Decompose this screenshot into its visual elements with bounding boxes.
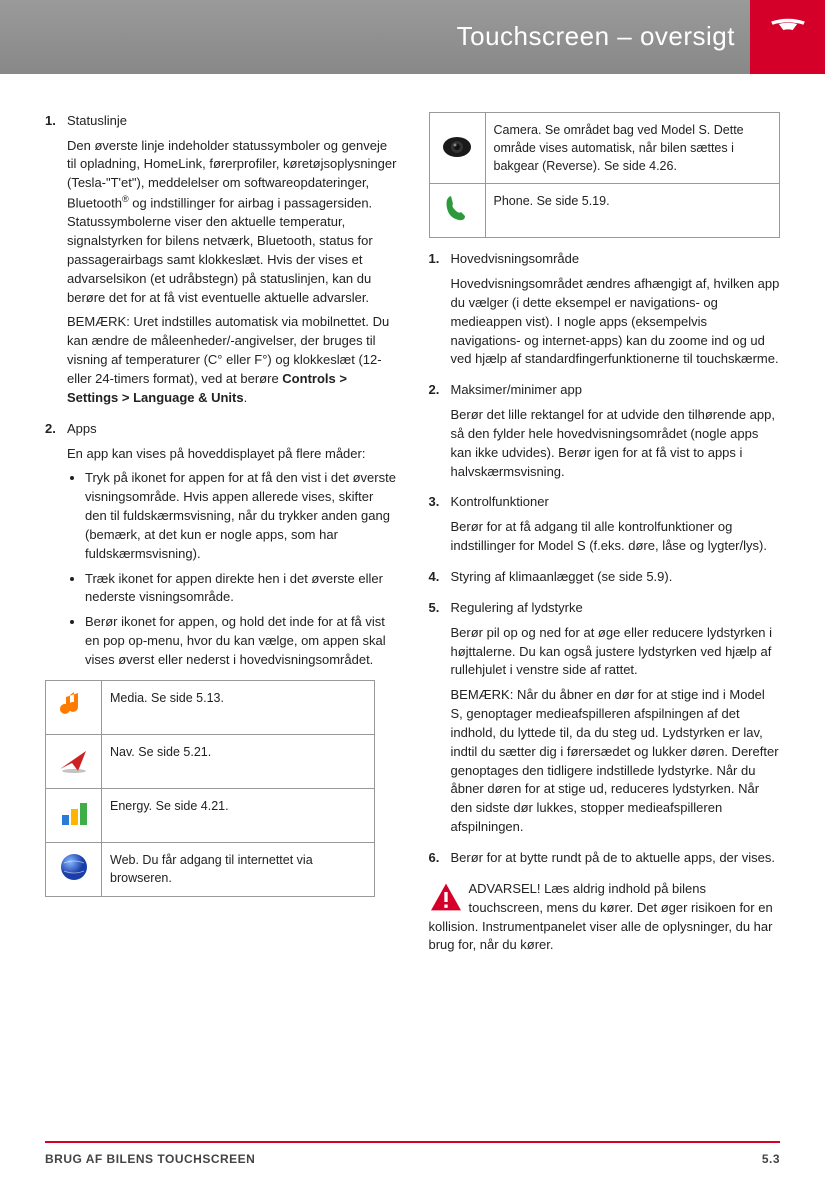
left-column: Statuslinje Den øverste linje indeholder… bbox=[45, 112, 397, 956]
web-icon bbox=[56, 849, 92, 885]
apps-table-left: Media. Se side 5.13. Nav. Se side 5.21. bbox=[45, 680, 375, 898]
item-5: Kontrolfunktioner Berør for at få adgang… bbox=[429, 493, 781, 556]
media-icon bbox=[56, 687, 92, 723]
web-text: Web. Du får adgang til internettet via b… bbox=[102, 843, 375, 897]
item-1-title: Statuslinje bbox=[67, 113, 127, 128]
item-7-note: BEMÆRK: Når du åbner en dør for at stige… bbox=[451, 686, 781, 837]
item-3-para: Hovedvisningsområdet ændres afhængigt af… bbox=[451, 275, 781, 369]
item-7-para: Berør pil op og ned for at øge eller red… bbox=[451, 624, 781, 681]
bullet-3: Berør ikonet for appen, og hold det inde… bbox=[85, 613, 397, 670]
phone-icon-cell bbox=[429, 184, 485, 238]
item-4: Maksimer/minimer app Berør det lille rek… bbox=[429, 381, 781, 481]
footer-section: BRUG AF BILENS TOUCHSCREEN bbox=[45, 1151, 255, 1168]
warning-icon bbox=[429, 882, 463, 912]
page-header: Touchscreen – oversigt bbox=[0, 0, 825, 74]
table-row: Nav. Se side 5.21. bbox=[46, 734, 375, 788]
table-row: Camera. Se området bag ved Model S. Dett… bbox=[429, 112, 780, 183]
item-1-note: BEMÆRK: Uret indstilles automatisk via m… bbox=[67, 313, 397, 407]
media-icon-cell bbox=[46, 680, 102, 734]
item-1-statuslinje: Statuslinje Den øverste linje indeholder… bbox=[45, 112, 397, 408]
item-4-para: Berør det lille rektangel for at udvide … bbox=[451, 406, 781, 481]
apps-table-right: Camera. Se området bag ved Model S. Dett… bbox=[429, 112, 781, 239]
table-row: Media. Se side 5.13. bbox=[46, 680, 375, 734]
nav-icon-cell bbox=[46, 734, 102, 788]
energy-text: Energy. Se side 4.21. bbox=[102, 789, 375, 843]
item-3-title: Hovedvisningsområde bbox=[451, 251, 580, 266]
page-content: Statuslinje Den øverste linje indeholder… bbox=[0, 74, 825, 956]
page-footer: BRUG AF BILENS TOUCHSCREEN 5.3 bbox=[45, 1151, 780, 1168]
registered-mark: ® bbox=[122, 194, 129, 204]
camera-icon bbox=[437, 125, 477, 165]
item-7: Regulering af lydstyrke Berør pil op og … bbox=[429, 599, 781, 837]
item-5-para: Berør for at få adgang til alle kontrolf… bbox=[451, 518, 781, 556]
item-4-title: Maksimer/minimer app bbox=[451, 382, 582, 397]
web-icon-cell bbox=[46, 843, 102, 897]
phone-icon bbox=[439, 190, 475, 226]
item-2-bullets: Tryk på ikonet for appen for at få den v… bbox=[85, 469, 397, 669]
warning-text: ADVARSEL! Læs aldrig indhold på bilens t… bbox=[429, 881, 773, 953]
warning-block: ADVARSEL! Læs aldrig indhold på bilens t… bbox=[429, 880, 781, 955]
header-title: Touchscreen – oversigt bbox=[457, 21, 735, 51]
item-8: Berør for at bytte rundt på de to aktuel… bbox=[429, 849, 781, 868]
item-3: Hovedvisningsområde Hovedvisningsområdet… bbox=[429, 250, 781, 369]
table-row: Phone. Se side 5.19. bbox=[429, 184, 780, 238]
nav-text: Nav. Se side 5.21. bbox=[102, 734, 375, 788]
energy-icon bbox=[56, 795, 92, 831]
bullet-2: Træk ikonet for appen direkte hen i det … bbox=[85, 570, 397, 608]
tesla-logo bbox=[750, 0, 825, 74]
item-5-title: Kontrolfunktioner bbox=[451, 494, 549, 509]
bullet-1: Tryk på ikonet for appen for at få den v… bbox=[85, 469, 397, 563]
item-7-title: Regulering af lydstyrke bbox=[451, 600, 583, 615]
item-2-title: Apps bbox=[67, 421, 97, 436]
table-row: Energy. Se side 4.21. bbox=[46, 789, 375, 843]
footer-page-number: 5.3 bbox=[762, 1151, 780, 1168]
phone-text: Phone. Se side 5.19. bbox=[485, 184, 780, 238]
right-column: Camera. Se området bag ved Model S. Dett… bbox=[429, 112, 781, 956]
camera-text: Camera. Se området bag ved Model S. Dett… bbox=[485, 112, 780, 183]
item-1-para: Den øverste linje indeholder statussymbo… bbox=[67, 137, 397, 308]
energy-icon-cell bbox=[46, 789, 102, 843]
item-6: Styring af klimaanlægget (se side 5.9). bbox=[429, 568, 781, 587]
item-2-para: En app kan vises på hoveddisplayet på fl… bbox=[67, 445, 397, 464]
camera-icon-cell bbox=[429, 112, 485, 183]
table-row: Web. Du får adgang til internettet via b… bbox=[46, 843, 375, 897]
nav-icon bbox=[56, 741, 92, 777]
item-6-title: Styring af klimaanlægget (se side 5.9). bbox=[451, 569, 673, 584]
item-8-title: Berør for at bytte rundt på de to aktuel… bbox=[451, 850, 775, 865]
media-text: Media. Se side 5.13. bbox=[102, 680, 375, 734]
tesla-logo-icon bbox=[765, 14, 811, 60]
item-2-apps: Apps En app kan vises på hoveddisplayet … bbox=[45, 420, 397, 898]
